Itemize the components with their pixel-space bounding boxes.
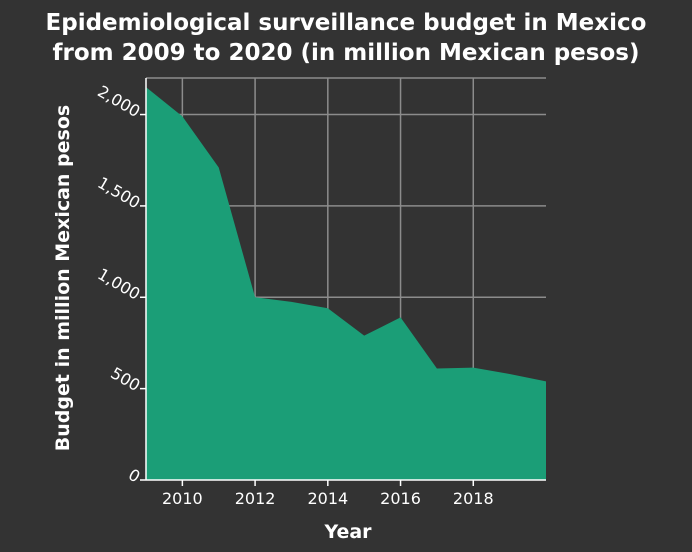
x-tick-label: 2010	[162, 489, 203, 508]
x-tick-label: 2014	[307, 489, 348, 508]
x-tick-label: 2012	[235, 489, 276, 508]
x-axis-title: Year	[323, 521, 372, 543]
chart-title-line-1: Epidemiological surveillance budget in M…	[46, 10, 647, 36]
x-tick-label: 2018	[453, 489, 494, 508]
x-tick-label: 2016	[380, 489, 421, 508]
chart-title-line-2: from 2009 to 2020 (in million Mexican pe…	[53, 40, 640, 66]
axes	[140, 78, 546, 486]
y-axis-title: Budget in million Mexican pesos	[52, 105, 74, 451]
area-fill-series-0	[146, 87, 546, 480]
